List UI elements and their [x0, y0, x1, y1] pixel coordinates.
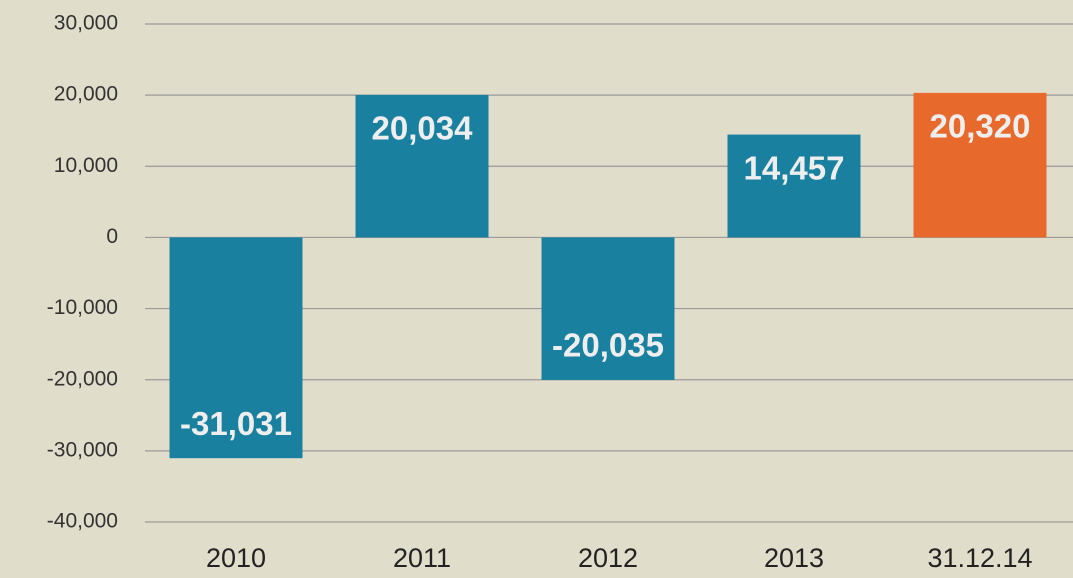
y-tick-label: 0 [106, 225, 118, 248]
data-label: -20,035 [552, 327, 664, 364]
y-tick-label: -20,000 [47, 367, 118, 390]
bar [913, 92, 1047, 238]
y-tick-label: -40,000 [47, 510, 118, 533]
x-tick-label: 2013 [764, 543, 824, 573]
data-label: 14,457 [744, 149, 845, 186]
x-tick-label: 2011 [393, 543, 451, 573]
bar [355, 94, 489, 238]
bar [727, 134, 861, 238]
data-label: -31,031 [180, 405, 292, 442]
y-tick-label: 20,000 [54, 83, 118, 106]
y-tick-label: 30,000 [54, 12, 118, 35]
bar [541, 237, 675, 380]
data-label: 20,034 [372, 110, 474, 147]
x-tick-label: 31.12.14 [927, 543, 1032, 573]
x-tick-label: 2012 [578, 543, 638, 573]
data-label: 20,320 [930, 108, 1031, 145]
x-tick-label: 2010 [206, 543, 266, 573]
y-tick-label: -10,000 [47, 296, 118, 319]
y-tick-label: 10,000 [54, 154, 118, 177]
bar [169, 237, 303, 459]
y-tick-label: -30,000 [47, 438, 118, 461]
